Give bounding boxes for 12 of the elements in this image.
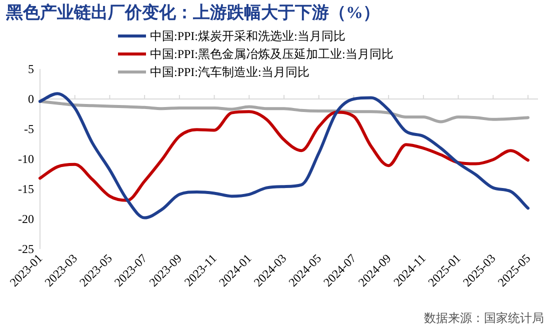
legend-label: 中国:PPI:汽车制造业:当月同比 xyxy=(150,65,310,79)
title: 黑色产业链出厂价变化：上游跌幅大于下游（%） xyxy=(6,3,380,22)
y-tick-label: -20 xyxy=(18,212,34,226)
source-note: 数据来源：国家统计局 xyxy=(424,311,544,325)
y-tick-label: 0 xyxy=(28,92,34,106)
y-tick-label: -10 xyxy=(18,152,34,166)
y-tick-label: -25 xyxy=(18,242,34,256)
y-tick-label: -15 xyxy=(18,182,34,196)
y-tick-label: 5 xyxy=(28,62,34,76)
legend-label: 中国:PPI:黑色金属冶炼及压延加工业:当月同比 xyxy=(150,47,394,61)
legend-label: 中国:PPI:煤炭开采和洗选业:当月同比 xyxy=(150,29,346,43)
y-tick-label: -5 xyxy=(24,122,34,136)
